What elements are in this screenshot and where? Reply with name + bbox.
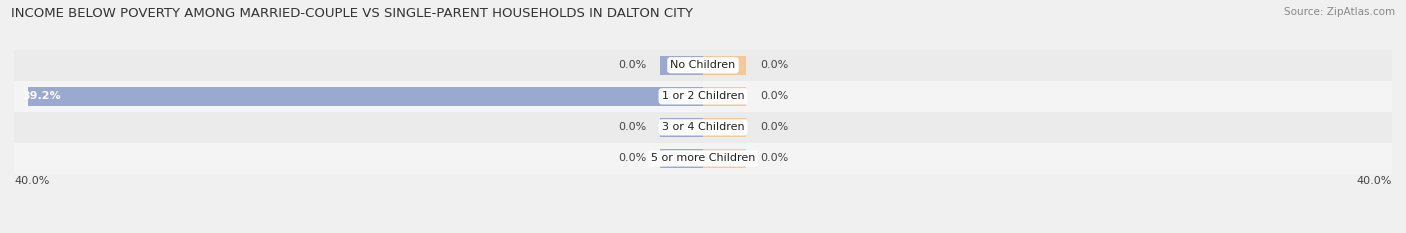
Text: INCOME BELOW POVERTY AMONG MARRIED-COUPLE VS SINGLE-PARENT HOUSEHOLDS IN DALTON : INCOME BELOW POVERTY AMONG MARRIED-COUPL… bbox=[11, 7, 693, 20]
Text: 5 or more Children: 5 or more Children bbox=[651, 154, 755, 163]
Text: 0.0%: 0.0% bbox=[617, 60, 647, 70]
Text: 39.2%: 39.2% bbox=[22, 91, 62, 101]
Bar bbox=[659, 118, 703, 137]
Text: 0.0%: 0.0% bbox=[617, 154, 647, 163]
Text: 1 or 2 Children: 1 or 2 Children bbox=[662, 91, 744, 101]
Text: 0.0%: 0.0% bbox=[759, 60, 789, 70]
Bar bbox=[659, 56, 703, 75]
Bar bbox=[703, 118, 747, 137]
Bar bbox=[14, 112, 1392, 143]
Text: 3 or 4 Children: 3 or 4 Children bbox=[662, 122, 744, 132]
Bar bbox=[703, 149, 747, 168]
Bar bbox=[659, 149, 703, 168]
Text: 0.0%: 0.0% bbox=[759, 154, 789, 163]
Bar bbox=[14, 143, 1392, 174]
Text: 0.0%: 0.0% bbox=[759, 122, 789, 132]
Text: 0.0%: 0.0% bbox=[759, 91, 789, 101]
Text: No Children: No Children bbox=[671, 60, 735, 70]
Bar bbox=[703, 87, 747, 106]
Bar bbox=[14, 50, 1392, 81]
Text: 0.0%: 0.0% bbox=[617, 122, 647, 132]
Text: 40.0%: 40.0% bbox=[14, 176, 49, 186]
Text: Source: ZipAtlas.com: Source: ZipAtlas.com bbox=[1284, 7, 1395, 17]
Bar bbox=[28, 87, 703, 106]
Bar bbox=[14, 81, 1392, 112]
Bar bbox=[703, 56, 747, 75]
Text: 40.0%: 40.0% bbox=[1357, 176, 1392, 186]
